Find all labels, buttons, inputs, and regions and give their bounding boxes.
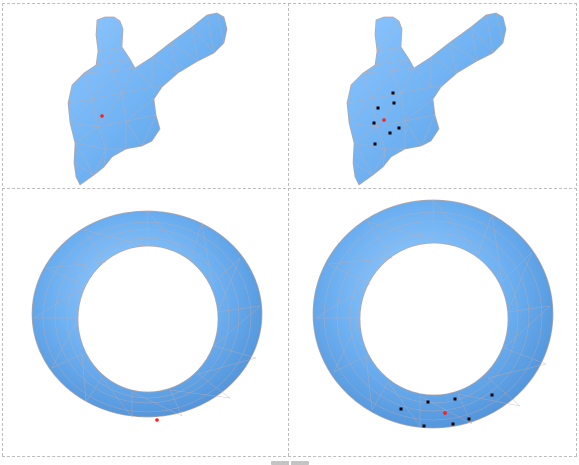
neighbor-vertex-marker bbox=[426, 400, 430, 404]
torus-mesh-surface bbox=[31, 210, 263, 418]
neighbor-vertex-marker bbox=[490, 393, 494, 397]
frame-top-border bbox=[2, 3, 577, 4]
neighbor-vertex-marker bbox=[391, 91, 395, 95]
neighbor-vertex-marker bbox=[399, 407, 403, 411]
frame-left-border bbox=[2, 3, 3, 456]
hand-mesh-view bbox=[346, 12, 507, 186]
panel-torus-single-vertex bbox=[2, 188, 288, 457]
torus-mesh-wireframe bbox=[315, 199, 551, 427]
neighbor-vertex-markers bbox=[399, 393, 494, 428]
neighbor-vertex-marker bbox=[467, 417, 471, 421]
neighbor-vertex-marker bbox=[451, 422, 455, 426]
frame-bottom-border bbox=[2, 456, 577, 457]
hand-mesh-wireframe bbox=[67, 12, 225, 176]
selected-vertex-marker bbox=[443, 411, 447, 415]
neighbor-vertex-marker bbox=[372, 121, 376, 125]
vertical-divider bbox=[288, 3, 289, 456]
torus-mesh-surface bbox=[312, 199, 554, 429]
panel-hand-single-vertex bbox=[2, 3, 288, 188]
selected-vertex-marker bbox=[155, 418, 159, 422]
frame-right-border bbox=[576, 3, 577, 456]
hand-mesh-view bbox=[67, 12, 228, 186]
selected-vertex-marker bbox=[100, 114, 104, 118]
panel-hand-neighbor-vertices bbox=[288, 3, 577, 188]
selected-vertex-marker bbox=[382, 118, 386, 122]
neighbor-vertex-markers bbox=[372, 91, 401, 146]
torus-mesh-view bbox=[31, 210, 263, 422]
torus-mesh-view bbox=[312, 199, 554, 429]
neighbor-vertex-marker bbox=[373, 142, 377, 146]
neighbor-vertex-marker bbox=[422, 424, 426, 428]
horizontal-divider bbox=[2, 188, 577, 189]
neighbor-vertex-marker bbox=[453, 397, 457, 401]
neighbor-vertex-marker bbox=[388, 131, 392, 135]
neighbor-vertex-marker bbox=[392, 101, 396, 105]
neighbor-vertex-marker bbox=[376, 106, 380, 110]
neighbor-vertex-marker bbox=[397, 126, 401, 130]
panel-torus-neighbor-vertices bbox=[288, 188, 577, 457]
hand-mesh-wireframe bbox=[346, 12, 504, 176]
torus-mesh-wireframe bbox=[33, 210, 261, 418]
resize-handle[interactable] bbox=[271, 461, 309, 465]
